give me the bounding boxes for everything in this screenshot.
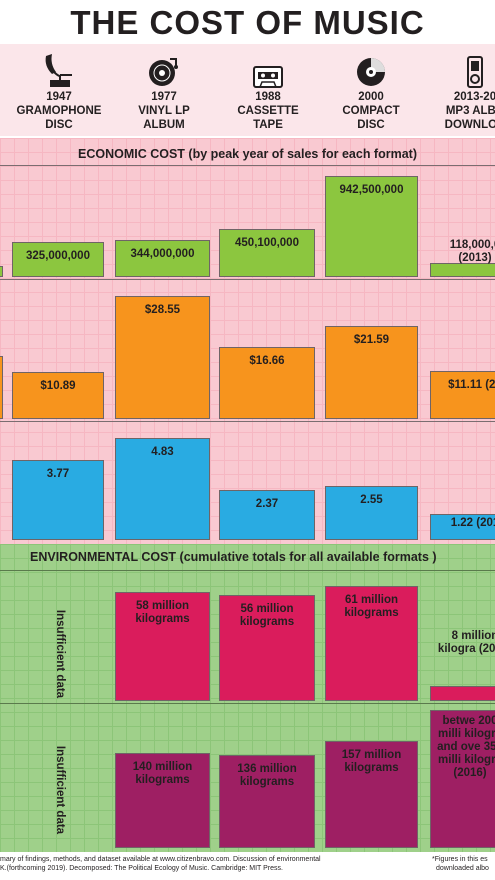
bar — [219, 490, 315, 540]
format-gramophone: 1947 GRAMOPHONE DISC — [9, 44, 109, 132]
format-cassette: 1988 CASSETTE TAPE — [218, 44, 318, 132]
bar — [115, 592, 210, 701]
compact-disc-icon — [321, 44, 421, 88]
divider — [0, 703, 495, 704]
bar-value-label: 56 million kilograms — [239, 603, 295, 628]
bar-value-label: 3.77 — [46, 468, 70, 480]
economic-heading: ECONOMIC COST (by peak year of sales for… — [78, 147, 417, 161]
format-name-line2: TAPE — [253, 119, 283, 131]
insufficient-data-label: Insufficient data — [54, 609, 66, 699]
page-title: THE COST OF MUSIC — [70, 4, 425, 41]
bar-value-label: 450,100,000 — [235, 237, 299, 249]
divider — [0, 279, 495, 280]
bar-value-label: 136 million kilograms — [237, 763, 297, 788]
format-cd: 2000 COMPACT DISC — [321, 44, 421, 132]
format-name-line2: ALBUM — [143, 119, 185, 131]
format-name-line1: CASSETTE — [237, 105, 299, 117]
footer-source-line1: mary of findings, methods, and dataset a… — [0, 856, 321, 863]
bar — [325, 326, 418, 419]
bar — [219, 229, 315, 277]
divider — [0, 165, 495, 166]
bar — [12, 242, 104, 277]
footer: mary of findings, methods, and dataset a… — [0, 852, 495, 880]
mp3-player-icon — [425, 44, 495, 88]
bar — [325, 486, 418, 540]
divider — [0, 421, 495, 422]
format-name-line1: COMPACT — [342, 105, 400, 117]
bar — [430, 710, 495, 848]
cassette-tape-icon — [218, 44, 318, 88]
bar — [430, 686, 495, 701]
bar — [12, 372, 104, 419]
insufficient-data-label: Insufficient data — [54, 745, 66, 835]
format-header: 1947 GRAMOPHONE DISC 1977 VINYL LP ALBUM — [0, 44, 495, 136]
bar-value-label: betwe 200 milli kilogra and ove 350 mill… — [437, 715, 495, 779]
format-vinyl: 1977 VINYL LP ALBUM — [114, 44, 214, 132]
bar — [325, 586, 418, 701]
bar — [325, 176, 418, 277]
footer-note-line2: downloaded albo — [436, 865, 489, 872]
format-year: 2000 — [358, 91, 384, 103]
bar — [219, 347, 315, 419]
bar-value-label: $16.66 — [249, 355, 285, 367]
bar — [219, 755, 315, 848]
bar-partial — [0, 356, 3, 419]
footer-note-line1: *Figures in this es — [432, 856, 488, 863]
bar — [115, 240, 210, 277]
bar-value-label: 140 million kilograms — [132, 761, 193, 786]
bar-value-label: 325,000,000 — [26, 250, 90, 262]
format-year: 1947 — [46, 91, 72, 103]
format-name-line2: DISC — [357, 119, 385, 131]
bar-value-label: 4.83 — [151, 446, 174, 458]
bar-value-label: $10.89 — [40, 380, 76, 392]
footer-source-line2: K.(forthcoming 2019). Decomposed: The Po… — [0, 865, 283, 872]
bar-value-label: 58 million kilograms — [135, 600, 190, 625]
bar-partial — [0, 266, 3, 277]
format-year: 1977 — [151, 91, 177, 103]
format-name-line2: DISC — [45, 119, 73, 131]
bar — [115, 296, 210, 419]
bar-value-label: $28.55 — [144, 304, 181, 316]
bar — [430, 514, 495, 540]
format-year: 2013-20 — [453, 91, 495, 103]
bar — [430, 371, 495, 419]
format-year: 1988 — [255, 91, 281, 103]
bar-value-label: 344,000,000 — [130, 248, 195, 260]
format-name-line1: VINYL LP — [138, 105, 190, 117]
format-mp3: 2013-20 MP3 ALBU DOWNLOA — [425, 44, 495, 132]
bar-value-label: 1.22 (201 — [450, 517, 495, 529]
bar — [115, 438, 210, 540]
bar-value-label: 118,000,0 (2013) — [449, 239, 495, 264]
bar-value-label: 2.37 — [255, 498, 279, 510]
format-name-line2: DOWNLOA — [444, 119, 495, 131]
bar — [325, 741, 418, 848]
gramophone-icon — [9, 44, 109, 88]
environmental-heading: ENVIRONMENTAL COST (cumulative totals fo… — [30, 550, 437, 564]
bar-value-label: 8 million kilogra (2016) — [437, 630, 495, 655]
format-name-line1: GRAMOPHONE — [16, 105, 102, 117]
divider — [0, 570, 495, 571]
bar-value-label: 942,500,000 — [339, 184, 404, 196]
bar-value-label: 61 million kilograms — [344, 594, 399, 619]
bar — [115, 753, 210, 848]
bar-value-label: 157 million kilograms — [341, 749, 402, 774]
bar — [219, 595, 315, 701]
bar-value-label: $21.59 — [353, 334, 390, 346]
format-name-line1: MP3 ALBU — [445, 105, 495, 117]
vinyl-record-icon — [114, 44, 214, 88]
bar-value-label: 2.55 — [360, 494, 383, 506]
bar-value-label: $11.11 (20 — [448, 379, 495, 391]
bar — [12, 460, 104, 540]
bar — [430, 263, 495, 277]
